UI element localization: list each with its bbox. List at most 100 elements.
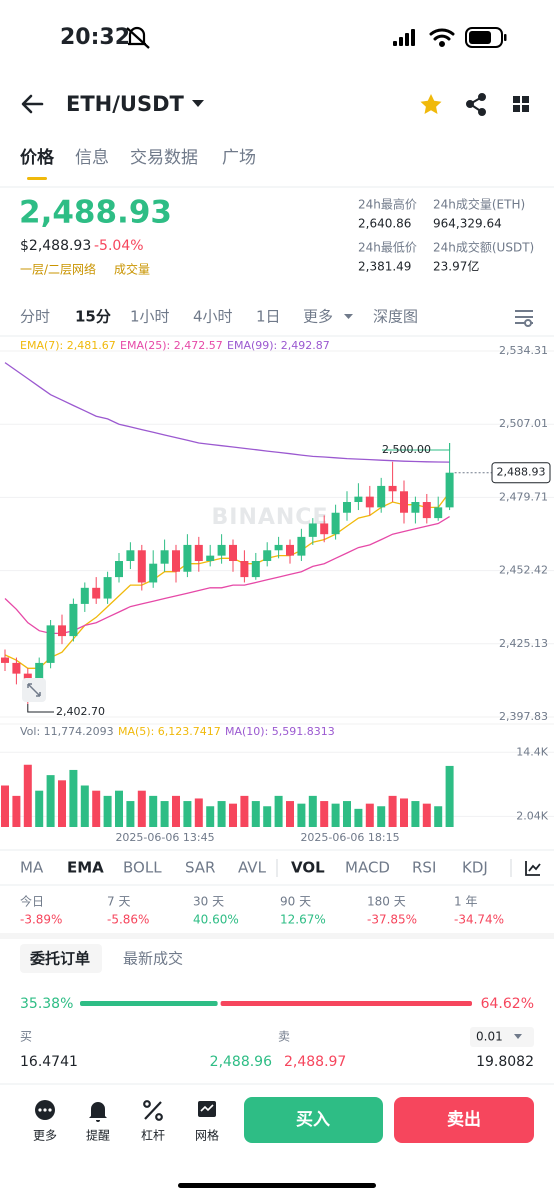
candle-body bbox=[308, 523, 317, 537]
volume-bar bbox=[388, 795, 397, 827]
candle-body bbox=[377, 485, 386, 508]
more-dropdown[interactable] bbox=[344, 314, 353, 319]
indicator[interactable]: RSI bbox=[412, 859, 436, 877]
y-tick-label: 2,534.31 bbox=[499, 344, 548, 357]
candle-body bbox=[217, 544, 226, 556]
interval[interactable]: 4小时 bbox=[193, 308, 233, 326]
nav-label[interactable]: 网格 bbox=[195, 1128, 219, 1143]
high-marker bbox=[382, 443, 451, 451]
interval[interactable]: 15分 bbox=[75, 308, 111, 326]
volume-legend: MA(10): 5,591.8313 bbox=[225, 725, 335, 738]
candle-body bbox=[206, 555, 215, 562]
volume-bar bbox=[400, 798, 408, 827]
volume-bar bbox=[274, 795, 283, 827]
candle-body bbox=[240, 561, 249, 578]
alert-icon[interactable] bbox=[89, 1102, 107, 1122]
tab[interactable]: 广场 bbox=[222, 148, 256, 168]
y-tick-label: 14.4K bbox=[516, 745, 548, 758]
tab[interactable]: 委托订单 bbox=[30, 950, 90, 968]
candle-body bbox=[69, 603, 78, 637]
nav-label[interactable]: 提醒 bbox=[86, 1128, 110, 1143]
sell-button-label[interactable]: 卖出 bbox=[447, 1109, 481, 1130]
precision-dropdown[interactable] bbox=[514, 1034, 522, 1039]
interval[interactable]: 分时 bbox=[20, 308, 50, 326]
x-tick-label: 2025-06-06 18:15 bbox=[300, 831, 399, 844]
tag[interactable]: 一层/二层网络 bbox=[20, 262, 96, 277]
interval[interactable]: 1日 bbox=[256, 308, 281, 326]
candle-body bbox=[286, 544, 294, 556]
candle-body bbox=[126, 550, 135, 562]
period-change: -5.86% bbox=[107, 913, 149, 927]
grid-icon[interactable] bbox=[198, 1101, 216, 1117]
period-change: -3.89% bbox=[20, 913, 62, 927]
watermark: BINANCE bbox=[212, 505, 329, 530]
stat-label: 24h最低价 bbox=[358, 241, 417, 255]
volume-bar bbox=[331, 803, 340, 827]
volume-bar bbox=[137, 790, 146, 827]
indicator[interactable]: EMA bbox=[67, 859, 104, 877]
candle-body bbox=[1, 657, 9, 663]
tab[interactable]: 价格 bbox=[20, 147, 55, 168]
volume-bar bbox=[149, 795, 158, 827]
y-tick-label: 2,479.71 bbox=[499, 490, 548, 503]
buy-button[interactable] bbox=[244, 1097, 383, 1143]
tag[interactable]: 成交量 bbox=[114, 262, 150, 277]
pair-title[interactable]: ETH/USDT bbox=[66, 92, 185, 116]
nav-label[interactable]: 更多 bbox=[33, 1129, 57, 1143]
indicator[interactable]: KDJ bbox=[462, 859, 488, 877]
indicator[interactable]: MACD bbox=[345, 859, 390, 877]
sell-ratio-bar bbox=[220, 1001, 472, 1006]
layout-button[interactable] bbox=[513, 96, 529, 112]
sell-button[interactable] bbox=[394, 1097, 534, 1143]
volume-bar bbox=[35, 790, 44, 827]
y-tick-label: 2,452.42 bbox=[499, 564, 548, 577]
pair-dropdown[interactable] bbox=[192, 100, 204, 107]
candle-body bbox=[80, 587, 89, 604]
volume-bar bbox=[12, 795, 21, 827]
share-button[interactable] bbox=[466, 93, 486, 116]
more-icon[interactable] bbox=[35, 1100, 55, 1120]
interval[interactable]: 深度图 bbox=[373, 308, 418, 326]
buy-ratio-bar bbox=[80, 1001, 218, 1006]
volume-bar bbox=[172, 795, 180, 827]
indicator[interactable]: VOL bbox=[291, 859, 325, 877]
candle-body bbox=[58, 625, 66, 637]
candle-body bbox=[194, 544, 203, 562]
period-change: 12.67% bbox=[280, 913, 326, 927]
candle-body bbox=[422, 502, 431, 519]
period: 180 天 bbox=[367, 895, 406, 909]
volume-bar bbox=[297, 803, 306, 827]
volume-bar bbox=[23, 764, 32, 827]
candle-body bbox=[160, 550, 169, 564]
candle-body bbox=[149, 563, 158, 583]
tab[interactable]: 交易数据 bbox=[130, 148, 198, 168]
buy-label: 买 bbox=[20, 1030, 32, 1044]
margin-icon[interactable] bbox=[143, 1100, 163, 1121]
indicator[interactable]: SAR bbox=[185, 859, 215, 877]
volume-bar bbox=[422, 803, 431, 827]
ask-price: 2,488.97 bbox=[284, 1054, 346, 1070]
volume-bar bbox=[343, 801, 351, 827]
indicator[interactable]: MA bbox=[20, 859, 44, 877]
home-indicator bbox=[178, 1183, 376, 1188]
favorite-button[interactable] bbox=[420, 94, 442, 115]
stat-value: 2,381.49 bbox=[358, 260, 411, 274]
candle-body bbox=[320, 523, 329, 535]
indicator-settings[interactable] bbox=[525, 861, 541, 876]
indicator[interactable]: AVL bbox=[238, 859, 267, 877]
legend-entry: EMA(25): 2,472.57 bbox=[120, 339, 223, 352]
period: 1 年 bbox=[454, 895, 477, 909]
buy-button-label[interactable]: 买入 bbox=[296, 1110, 330, 1130]
interval[interactable]: 更多 bbox=[303, 308, 333, 326]
indicator[interactable]: BOLL bbox=[123, 859, 162, 877]
precision[interactable]: 0.01 bbox=[476, 1030, 503, 1044]
candle-body bbox=[388, 485, 397, 492]
interval[interactable]: 1小时 bbox=[130, 308, 170, 326]
back-button[interactable] bbox=[21, 94, 44, 114]
tab[interactable]: 信息 bbox=[75, 148, 109, 168]
tab[interactable]: 最新成交 bbox=[123, 950, 183, 968]
volume-bar bbox=[411, 801, 420, 827]
nav-label[interactable]: 杠杆 bbox=[141, 1128, 165, 1143]
chart-settings[interactable] bbox=[515, 310, 533, 327]
